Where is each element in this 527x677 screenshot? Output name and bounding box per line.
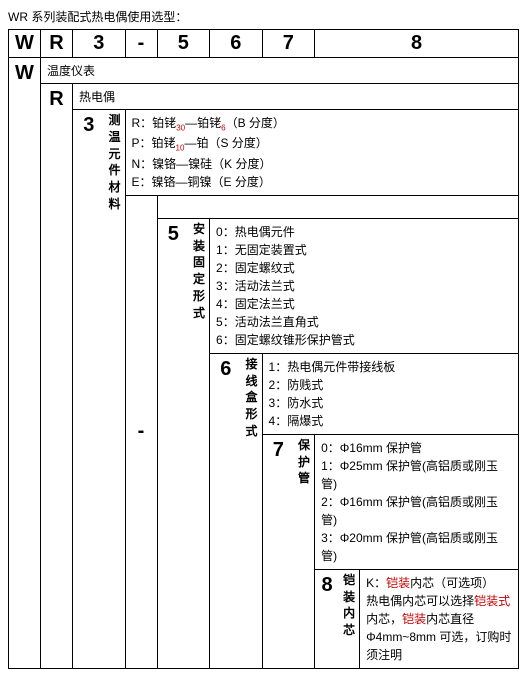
cell-6: 6	[210, 353, 242, 668]
cell-3: 3	[73, 110, 105, 669]
hdr-6: 7	[262, 30, 315, 58]
cell-5: 5	[157, 218, 189, 668]
cell-7: 7	[262, 434, 294, 668]
hdr-3: -	[125, 30, 157, 58]
cell-3-desc: R：铂铑30—铂铑6（B 分度） P：铂铑10—铂（S 分度） N：镍铬—镍硅（…	[125, 110, 518, 196]
hdr-2: 3	[73, 30, 126, 58]
cell-5-desc: 0：热电偶元件 1：无固定装置式 2：固定螺纹式 3：活动法兰式 4：固定法兰式…	[210, 218, 519, 353]
cell-w: W	[9, 58, 41, 669]
cell-dash-blank	[157, 195, 518, 218]
cell-7-vlabel: 保护管	[294, 434, 315, 668]
cell-5-vlabel: 安装固定形式	[189, 218, 210, 668]
hdr-0: W	[9, 30, 41, 58]
cell-6-desc: 1：热电偶元件带接线板 2：防贱式 3：防水式 4：隔爆式	[262, 353, 518, 434]
row-w: W 温度仪表	[9, 58, 519, 84]
cell-3-vlabel: 测温元件材料	[105, 110, 126, 669]
row-3: 3 测温元件材料 R：铂铑30—铂铑6（B 分度） P：铂铑10—铂（S 分度）…	[9, 110, 519, 196]
page-title: WR 系列装配式热电偶使用选型：	[8, 8, 519, 25]
hdr-4: 5	[157, 30, 210, 58]
hdr-7: 8	[315, 30, 519, 58]
cell-r-label: 热电偶	[73, 84, 519, 110]
cell-r: R	[41, 84, 73, 669]
hdr-1: R	[41, 30, 73, 58]
header-row: W R 3 - 5 6 7 8	[9, 30, 519, 58]
cell-6-vlabel: 接线盒形式	[242, 353, 263, 668]
hdr-5: 6	[210, 30, 263, 58]
cell-dash: -	[125, 195, 157, 668]
cell-w-label: 温度仪表	[41, 58, 519, 84]
selection-table: W R 3 - 5 6 7 8 W 温度仪表 R 热电偶 3 测温元件材料 R：…	[8, 29, 519, 669]
row-r: R 热电偶	[9, 84, 519, 110]
cell-7-desc: 0：Φ16mm 保护管 1：Φ25mm 保护管(高铝质或刚玉管) 2：Φ16mm…	[315, 434, 519, 668]
